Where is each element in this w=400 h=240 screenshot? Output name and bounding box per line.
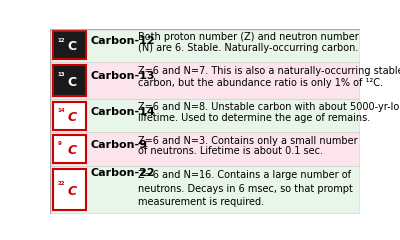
- Text: Both proton number (Z) and neutron number: Both proton number (Z) and neutron numbe…: [138, 32, 359, 42]
- Bar: [50, 29, 360, 62]
- Bar: [50, 132, 360, 166]
- Text: Z=6 and N=7. This is also a naturally-occurring stable: Z=6 and N=7. This is also a naturally-oc…: [138, 66, 400, 76]
- Bar: [54, 169, 86, 210]
- Text: C: C: [67, 40, 76, 53]
- Text: Carbon-14: Carbon-14: [90, 107, 155, 117]
- Text: 22: 22: [57, 180, 65, 186]
- Text: 12: 12: [57, 38, 65, 43]
- Text: Carbon-22: Carbon-22: [90, 168, 155, 178]
- Text: Z=6 and N=8. Unstable carbon with about 5000-yr-long: Z=6 and N=8. Unstable carbon with about …: [138, 102, 400, 112]
- Text: of neutrons. Lifetime is about 0.1 sec.: of neutrons. Lifetime is about 0.1 sec.: [138, 146, 323, 156]
- Text: Z=6 and N=3. Contains only a small number: Z=6 and N=3. Contains only a small numbe…: [138, 136, 358, 146]
- Text: 14: 14: [57, 108, 65, 113]
- Text: neutrons. Decays in 6 msec, so that prompt: neutrons. Decays in 6 msec, so that prom…: [138, 184, 353, 193]
- Bar: [50, 166, 360, 214]
- Text: 9: 9: [57, 141, 61, 146]
- Text: Carbon-13: Carbon-13: [90, 71, 155, 81]
- Text: Carbon-9: Carbon-9: [90, 140, 147, 150]
- Text: C: C: [67, 144, 76, 157]
- Text: C: C: [67, 111, 76, 124]
- Text: lifetime. Used to determine the age of remains.: lifetime. Used to determine the age of r…: [138, 113, 371, 123]
- Text: 13: 13: [57, 72, 65, 78]
- Bar: [54, 135, 86, 163]
- Bar: [50, 62, 360, 99]
- Text: measurement is required.: measurement is required.: [138, 197, 264, 207]
- Text: C: C: [67, 185, 76, 198]
- Bar: [54, 102, 86, 130]
- Text: C: C: [67, 76, 76, 89]
- Text: Z=6 and N=16. Contains a large number of: Z=6 and N=16. Contains a large number of: [138, 170, 351, 180]
- Bar: [54, 31, 86, 60]
- Text: Carbon-12: Carbon-12: [90, 36, 155, 47]
- Bar: [50, 99, 360, 132]
- Bar: [54, 65, 86, 96]
- Text: (N) are 6. Stable. Naturally-occurring carbon.: (N) are 6. Stable. Naturally-occurring c…: [138, 42, 359, 53]
- Text: carbon, but the abundance ratio is only 1% of ¹²C.: carbon, but the abundance ratio is only …: [138, 78, 383, 88]
